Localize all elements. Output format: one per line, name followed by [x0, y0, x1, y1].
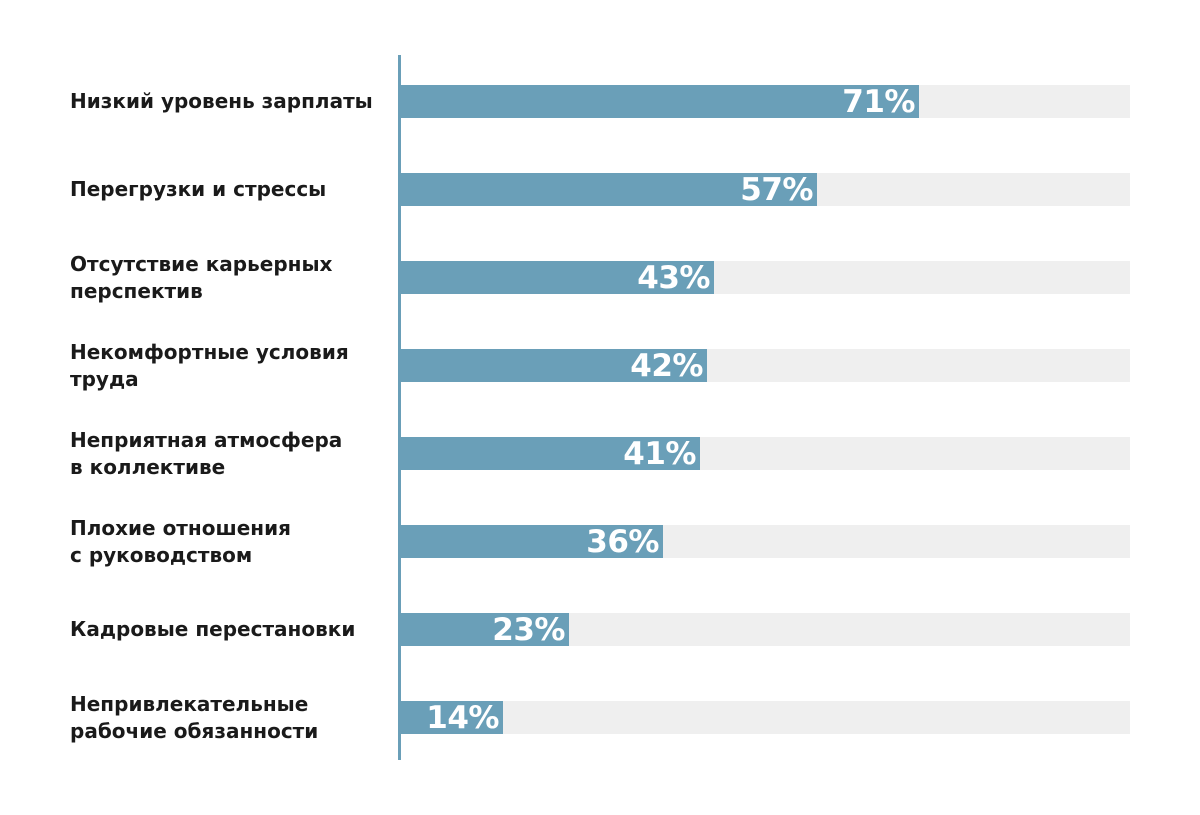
bar: [401, 349, 707, 382]
category-label: Кадровые перестановки: [70, 617, 356, 641]
value-label: 14%: [426, 700, 499, 736]
bar: [401, 261, 714, 294]
bar: [401, 701, 503, 734]
y-axis-line: [398, 55, 401, 760]
value-label: 42%: [630, 348, 703, 384]
category-label: Низкий уровень зарплаты: [70, 89, 373, 113]
value-label: 71%: [842, 84, 915, 120]
bar: [401, 173, 817, 206]
bar: [401, 525, 663, 558]
category-label: Некомфортные условия труда: [70, 340, 349, 391]
category-label: Перегрузки и стрессы: [70, 177, 327, 201]
category-label: Плохие отношения с руководством: [70, 516, 291, 567]
value-label: 23%: [492, 612, 565, 648]
value-label: 57%: [740, 172, 813, 208]
bar: [401, 613, 569, 646]
bar: [401, 85, 919, 118]
bar-track: [401, 701, 1130, 734]
category-label: Отсутствие карьерных перспектив: [70, 252, 333, 303]
bar: [401, 437, 700, 470]
category-label: Неприятная атмосфера в коллективе: [70, 428, 343, 479]
value-label: 43%: [637, 260, 710, 296]
value-label: 36%: [586, 524, 659, 560]
value-label: 41%: [623, 436, 696, 472]
category-label: Непривлекательные рабочие обязанности: [70, 692, 319, 743]
